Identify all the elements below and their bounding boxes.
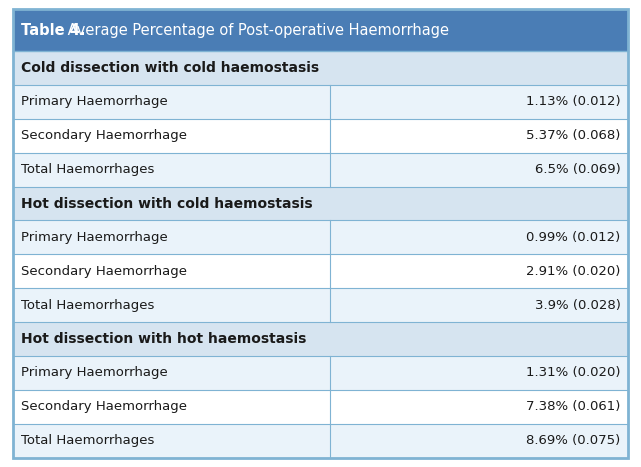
Text: Primary Haemorrhage: Primary Haemorrhage [21, 95, 167, 108]
Text: Total Haemorrhages: Total Haemorrhages [21, 299, 154, 311]
Text: Primary Haemorrhage: Primary Haemorrhage [21, 231, 167, 244]
Text: Secondary Haemorrhage: Secondary Haemorrhage [21, 129, 187, 142]
Bar [13, 390, 329, 424]
Text: Hot dissection with hot haemostasis: Hot dissection with hot haemostasis [21, 332, 306, 346]
Bar [13, 119, 329, 153]
Bar [13, 220, 329, 255]
Bar [329, 390, 628, 424]
Bar [13, 187, 628, 220]
Text: Total Haemorrhages: Total Haemorrhages [21, 434, 154, 447]
Bar [329, 119, 628, 153]
Text: 0.99% (0.012): 0.99% (0.012) [526, 231, 620, 244]
Bar [329, 220, 628, 255]
Bar [329, 424, 628, 458]
Text: 1.13% (0.012): 1.13% (0.012) [526, 95, 620, 108]
Text: Secondary Haemorrhage: Secondary Haemorrhage [21, 265, 187, 278]
Bar [13, 288, 329, 322]
Bar [13, 322, 628, 356]
Bar [329, 356, 628, 390]
Text: 8.69% (0.075): 8.69% (0.075) [526, 434, 620, 447]
Text: Hot dissection with cold haemostasis: Hot dissection with cold haemostasis [21, 197, 312, 211]
Bar [13, 51, 628, 85]
Text: Primary Haemorrhage: Primary Haemorrhage [21, 367, 167, 380]
Text: 5.37% (0.068): 5.37% (0.068) [526, 129, 620, 142]
Text: Table 4.: Table 4. [21, 23, 85, 38]
Text: 2.91% (0.020): 2.91% (0.020) [526, 265, 620, 278]
Text: 6.5% (0.069): 6.5% (0.069) [535, 163, 620, 176]
Text: 7.38% (0.061): 7.38% (0.061) [526, 400, 620, 413]
Bar [13, 356, 329, 390]
Text: Average Percentage of Post-operative Haemorrhage: Average Percentage of Post-operative Hae… [63, 23, 449, 38]
Bar [329, 288, 628, 322]
Text: Total Haemorrhages: Total Haemorrhages [21, 163, 154, 176]
Bar [329, 255, 628, 288]
Bar [13, 424, 329, 458]
Text: Cold dissection with cold haemostasis: Cold dissection with cold haemostasis [21, 61, 319, 75]
Bar [329, 85, 628, 119]
Text: 3.9% (0.028): 3.9% (0.028) [535, 299, 620, 311]
Bar [329, 153, 628, 187]
Bar [13, 85, 329, 119]
Text: Secondary Haemorrhage: Secondary Haemorrhage [21, 400, 187, 413]
Bar [13, 9, 628, 51]
Bar [13, 153, 329, 187]
Text: 1.31% (0.020): 1.31% (0.020) [526, 367, 620, 380]
Bar [13, 255, 329, 288]
